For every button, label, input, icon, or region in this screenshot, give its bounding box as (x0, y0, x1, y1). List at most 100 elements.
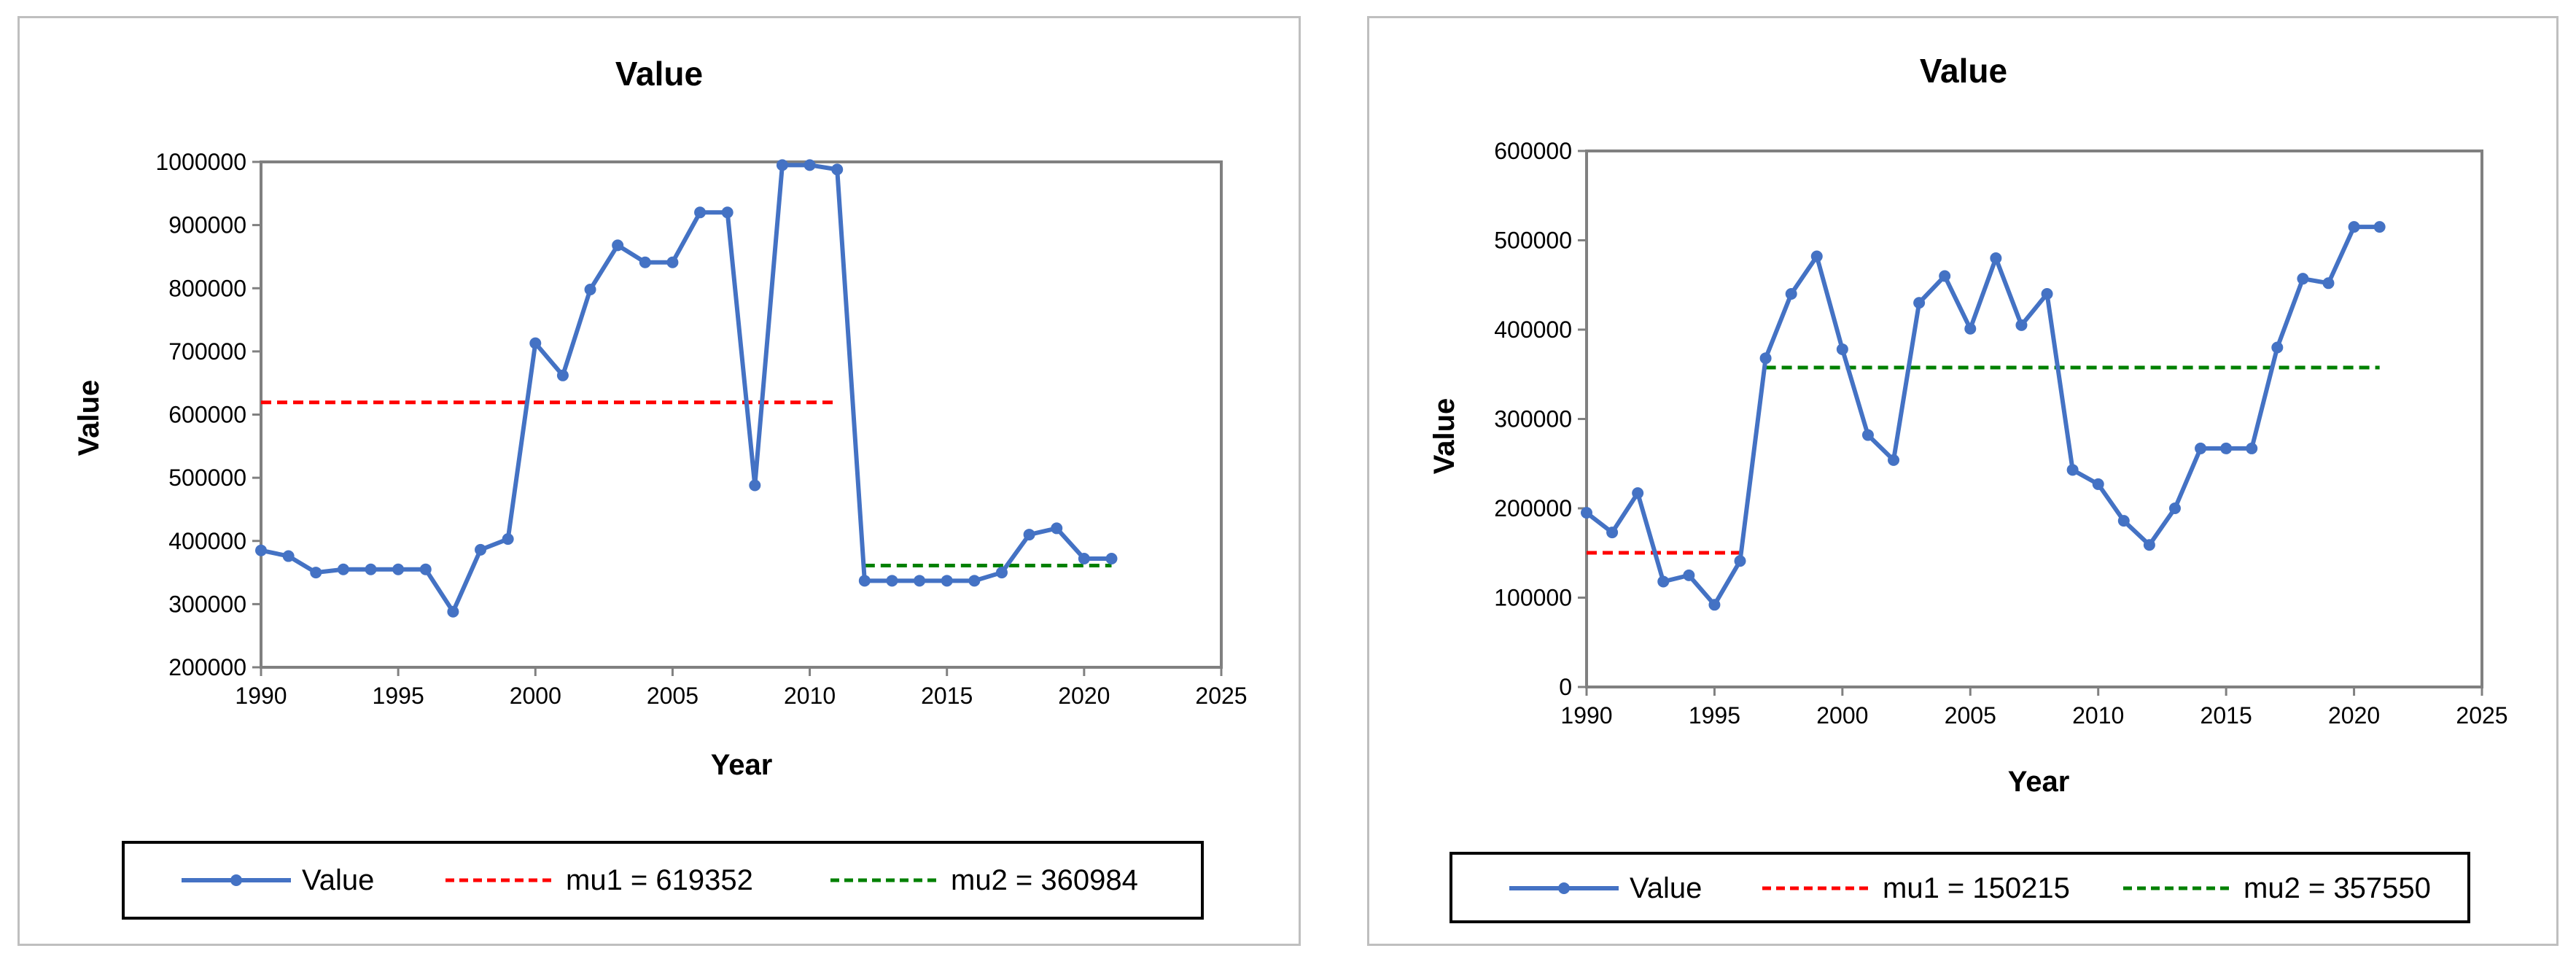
x-tick-label: 2015 (2201, 702, 2252, 729)
data-point (2220, 442, 2233, 454)
data-point (419, 563, 432, 575)
data-point (1939, 270, 1951, 282)
data-point (968, 575, 981, 587)
data-point (255, 544, 267, 556)
x-tick-label: 1995 (1689, 702, 1740, 729)
data-point (365, 563, 377, 575)
y-tick-label: 100000 (1494, 585, 1572, 611)
x-tick-label: 2005 (647, 683, 699, 709)
data-point (612, 239, 624, 252)
legend-dash-red-icon (1762, 886, 1872, 890)
data-point (831, 163, 844, 176)
data-point (2373, 221, 2386, 233)
chart-panel-right: Value Year Value 0 100000 200000 300000 4000… (1367, 16, 2559, 946)
data-point (2143, 539, 2155, 551)
data-point (1964, 322, 1977, 335)
data-point (941, 575, 953, 587)
data-point (2015, 319, 2028, 331)
data-point (2297, 273, 2309, 285)
legend-dash-green-icon (2123, 886, 2233, 890)
y-tick-label: 200000 (168, 654, 246, 680)
x-tick-label: 1990 (1560, 702, 1612, 729)
data-point (1105, 553, 1118, 565)
data-point (721, 206, 734, 219)
plot-area-frame (260, 160, 1223, 669)
data-point (776, 159, 788, 171)
legend-dash-red-icon (445, 878, 555, 882)
data-point (995, 567, 1008, 579)
data-point (1581, 507, 1592, 519)
data-point (2271, 341, 2284, 354)
y-tick-label: 500000 (1494, 228, 1572, 254)
chart-panel-left: Value Year Value 200000 300000 400000 50000… (17, 16, 1301, 946)
plot-area-frame (1585, 150, 2483, 688)
y-tick-label: 400000 (1494, 317, 1572, 343)
x-axis-title: Year (2008, 766, 2070, 798)
data-point (1913, 297, 1926, 309)
x-tick-label: 2000 (510, 683, 561, 709)
series-line-value (1585, 225, 2380, 607)
data-point (1606, 527, 1619, 539)
x-tick-label: 2000 (1816, 702, 1868, 729)
y-tick-label: 500000 (168, 465, 246, 491)
y-tick-label: 1000000 (155, 149, 246, 175)
x-tick-label: 2010 (2072, 702, 2124, 729)
legend: Value mu1 = 150215 mu2 = 357550 (1450, 852, 2470, 923)
data-point (556, 369, 569, 381)
legend-line-swatch-icon (1509, 882, 1619, 894)
x-tick-label: 2010 (784, 683, 836, 709)
x-tick-label: 1995 (373, 683, 424, 709)
data-point (2195, 442, 2207, 454)
data-point (310, 567, 322, 579)
data-point (749, 479, 761, 492)
data-point (1990, 252, 2002, 264)
data-point (1861, 429, 1874, 441)
data-point (529, 337, 542, 349)
y-tick-label: 300000 (168, 591, 246, 617)
data-point (886, 575, 898, 587)
data-point (392, 563, 405, 575)
y-tick-label: 400000 (168, 528, 246, 554)
legend-label-mu1: mu1 = 150215 (1883, 872, 2070, 904)
data-point (1810, 250, 1823, 263)
y-tick-label: 900000 (168, 212, 246, 238)
legend-label-mu2: mu2 = 360984 (951, 864, 1138, 896)
data-point (1836, 343, 1848, 355)
legend-line-swatch-icon (182, 874, 291, 886)
x-tick-label: 1990 (235, 683, 287, 709)
data-point (447, 605, 459, 618)
chart-left: Value Year Value 200000 300000 400000 50000… (73, 55, 1248, 781)
x-tick-label: 2015 (921, 683, 973, 709)
data-point (502, 533, 514, 545)
data-point (1759, 352, 1772, 365)
data-point (666, 256, 679, 268)
x-tick-label: 2025 (2456, 702, 2507, 729)
data-point (2092, 478, 2104, 490)
x-tick-label: 2005 (1945, 702, 1996, 729)
y-tick-label: 0 (1559, 674, 1572, 700)
x-tick-label: 2025 (1195, 683, 1247, 709)
y-tick-label: 600000 (1494, 138, 1572, 164)
legend-label-mu2: mu2 = 357550 (2244, 872, 2431, 904)
data-point (2168, 502, 2181, 514)
chart-right: Value Year Value 0 100000 200000 300000 4000… (1428, 52, 2508, 798)
data-point (1888, 454, 1900, 466)
data-point (2117, 515, 2130, 527)
data-point (2246, 442, 2258, 454)
data-point (639, 256, 651, 268)
data-point (2322, 277, 2335, 290)
y-tick-label: 300000 (1494, 406, 1572, 432)
data-point (2348, 221, 2360, 233)
y-tick-label: 200000 (1494, 495, 1572, 521)
chart-title: Value (615, 55, 703, 93)
legend-label-mu1: mu1 = 619352 (566, 864, 753, 896)
data-point (858, 575, 871, 587)
data-point (475, 543, 487, 556)
data-point (282, 550, 295, 562)
data-point (694, 206, 707, 219)
y-tick-label: 800000 (168, 275, 246, 301)
chart-title: Value (1920, 52, 2007, 90)
legend: Value mu1 = 619352 mu2 = 360984 (122, 841, 1204, 920)
legend-label-value: Value (302, 864, 375, 896)
y-tick-label: 600000 (168, 402, 246, 428)
